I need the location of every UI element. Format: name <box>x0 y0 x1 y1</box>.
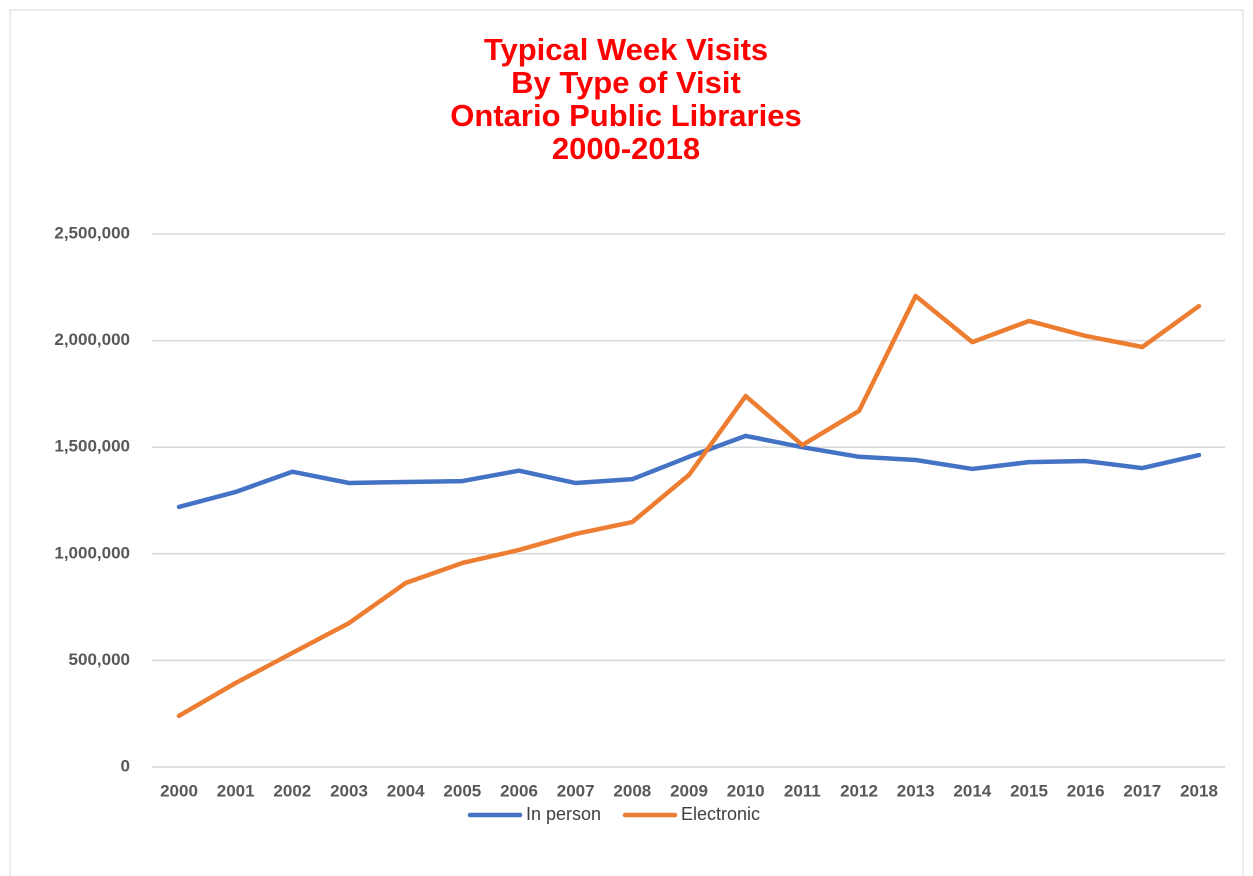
x-tick-label: 2007 <box>557 781 595 800</box>
x-tick-label: 2018 <box>1180 781 1218 800</box>
x-tick-label: 2003 <box>330 781 368 800</box>
y-tick-label: 2,500,000 <box>54 223 130 242</box>
chart-title: Ontario Public Libraries <box>450 98 801 133</box>
y-tick-label: 1,500,000 <box>54 437 130 456</box>
x-tick-label: 2015 <box>1010 781 1048 800</box>
chart-title: 2000-2018 <box>552 131 700 166</box>
x-tick-label: 2006 <box>500 781 538 800</box>
x-tick-label: 2012 <box>840 781 878 800</box>
x-tick-label: 2008 <box>613 781 651 800</box>
y-tick-label: 2,000,000 <box>54 330 130 349</box>
x-tick-label: 2002 <box>273 781 311 800</box>
x-tick-label: 2001 <box>217 781 255 800</box>
x-tick-label: 2004 <box>387 781 425 800</box>
legend-label: In person <box>526 804 601 824</box>
chart-title: Typical Week Visits <box>484 32 768 67</box>
chart-frame <box>9 9 1244 876</box>
y-tick-label: 500,000 <box>69 650 130 669</box>
x-tick-label: 2010 <box>727 781 765 800</box>
x-tick-label: 2017 <box>1123 781 1161 800</box>
x-tick-label: 2016 <box>1067 781 1105 800</box>
series-line <box>176 433 1202 510</box>
x-tick-label: 2014 <box>953 781 991 800</box>
y-tick-label: 1,000,000 <box>54 543 130 562</box>
x-tick-label: 2013 <box>897 781 935 800</box>
legend-label: Electronic <box>681 804 760 824</box>
x-tick-label: 2011 <box>784 781 821 800</box>
y-tick-label: 0 <box>121 756 130 775</box>
chart-title: By Type of Visit <box>511 65 741 100</box>
x-tick-label: 2009 <box>670 781 708 800</box>
series-line <box>176 293 1202 719</box>
x-tick-label: 2005 <box>443 781 481 800</box>
x-tick-label: 2000 <box>160 781 198 800</box>
